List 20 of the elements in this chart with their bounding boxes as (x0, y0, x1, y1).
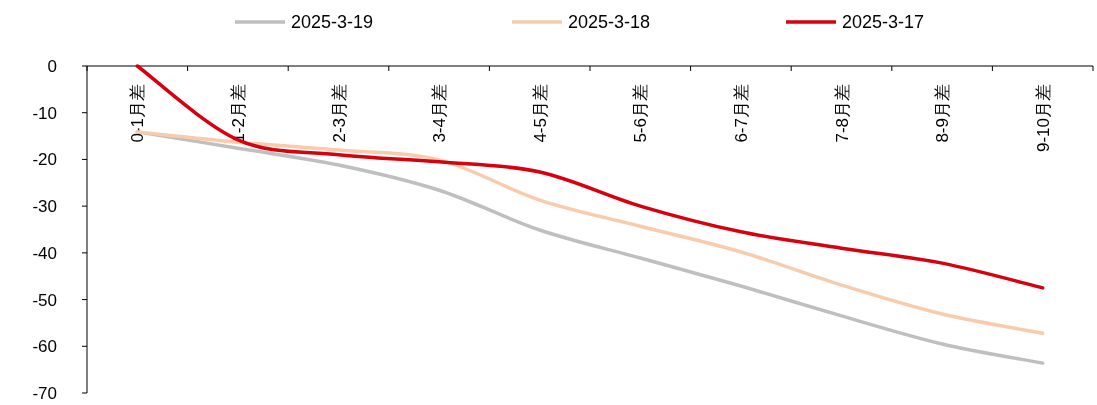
x-tick-label: 2-3月差 (329, 84, 349, 143)
y-tick-label: -10 (32, 103, 57, 123)
x-tick-label: 6-7月差 (731, 84, 751, 143)
y-tick-label: -40 (32, 243, 57, 263)
x-tick-label: 8-9月差 (933, 84, 953, 143)
x-tick-label: 0-1月差 (128, 84, 148, 143)
y-tick-label: -70 (32, 384, 57, 403)
legend-label: 2025-3-18 (568, 12, 651, 32)
y-tick-label: -20 (32, 150, 57, 170)
y-tick-label: 0 (47, 57, 57, 76)
legend-label: 2025-3-19 (291, 12, 374, 32)
x-tick-label: 3-4月差 (430, 84, 450, 143)
y-tick-label: -50 (32, 290, 57, 310)
y-tick-label: -60 (32, 337, 57, 357)
y-tick-label: -30 (32, 197, 57, 217)
x-tick-label: 9-10月差 (1033, 84, 1053, 153)
x-tick-label: 7-8月差 (832, 84, 852, 143)
x-tick-label: 4-5月差 (530, 84, 550, 143)
legend-label: 2025-3-17 (842, 12, 925, 32)
x-tick-label: 5-6月差 (631, 84, 651, 143)
